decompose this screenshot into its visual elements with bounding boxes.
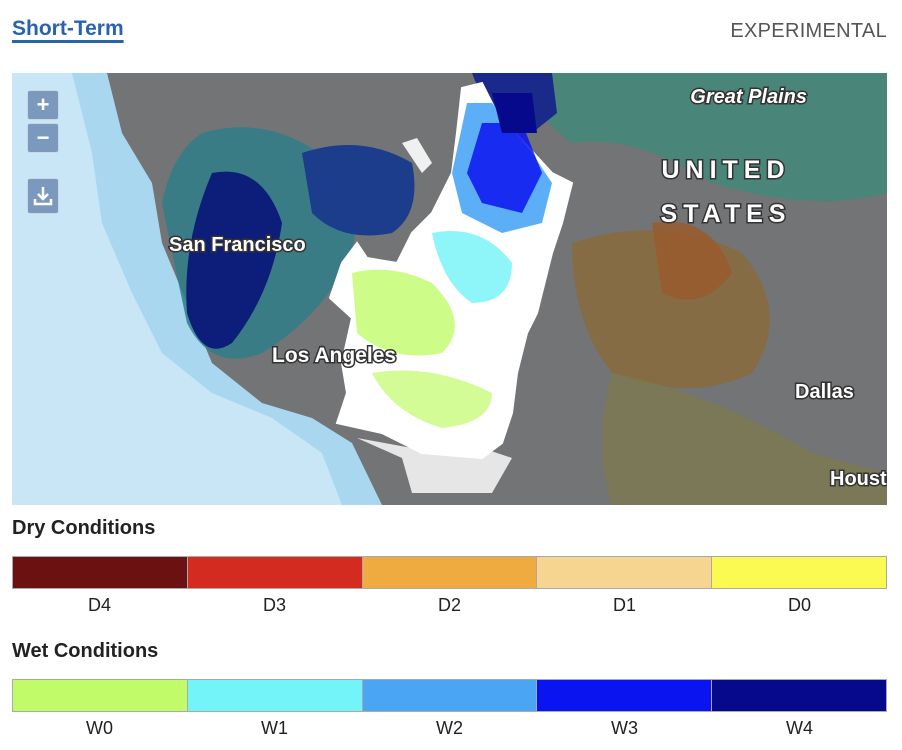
legend-title: Dry Conditions	[12, 517, 156, 539]
legend-label: W0	[86, 718, 113, 738]
dry-area	[652, 221, 732, 300]
legend-label: W2	[436, 718, 463, 738]
legend-label: D4	[87, 595, 111, 615]
map-label: Great Plains	[690, 86, 807, 108]
wet-area	[467, 123, 542, 213]
zoom-out-button[interactable]: −	[27, 123, 59, 153]
legend-label: D2	[437, 595, 461, 615]
legend-swatch	[537, 680, 713, 711]
wet-area	[492, 93, 537, 133]
legend-swatch	[187, 680, 363, 711]
map-label: Houston	[830, 468, 887, 490]
legend-swatch	[362, 557, 538, 588]
legend-bar	[12, 679, 887, 712]
legend-label: D1	[612, 595, 636, 615]
legend-label: W3	[611, 718, 638, 738]
download-icon	[33, 187, 53, 206]
wet-area	[372, 370, 492, 428]
map-image: Great Plains UNITED STATES San Francisco…	[12, 73, 887, 505]
legend-labels: W0 W1 W2 W3 W4	[12, 718, 887, 739]
legend-swatch	[712, 680, 886, 711]
legend-swatch	[13, 557, 188, 588]
legend-bar	[12, 556, 887, 589]
wet-area	[302, 145, 415, 236]
wet-area	[512, 73, 887, 201]
dry-area	[602, 373, 887, 505]
legend-label: D3	[262, 595, 286, 615]
zoom-in-button[interactable]: +	[27, 90, 59, 120]
map[interactable]: Great Plains UNITED STATES San Francisco…	[12, 73, 887, 505]
map-label: STATES	[661, 200, 792, 228]
map-label: UNITED	[661, 156, 790, 184]
legend-label: W1	[261, 718, 288, 738]
wet-area	[186, 171, 282, 349]
legend-label: W4	[786, 718, 813, 738]
map-label: San Francisco	[169, 234, 306, 256]
legend-swatch	[537, 557, 713, 588]
map-label: Los Angeles	[272, 344, 396, 367]
legend-swatch	[13, 680, 188, 711]
legend-labels: D4 D3 D2 D1 D0	[12, 595, 887, 616]
legend-title: Wet Conditions	[12, 640, 159, 662]
legend-swatch	[362, 680, 538, 711]
download-button[interactable]	[27, 178, 59, 214]
wet-area	[352, 269, 455, 356]
ocean-shallow	[12, 73, 342, 505]
lake	[402, 138, 432, 173]
wet-area	[432, 231, 512, 303]
map-label: Dallas	[795, 381, 854, 403]
experimental-tag: EXPERIMENTAL	[730, 20, 887, 42]
legend-swatch	[712, 557, 886, 588]
section-title-link[interactable]: Short-Term	[12, 17, 124, 40]
legend-label: D0	[787, 595, 811, 615]
legend-swatch	[187, 557, 363, 588]
